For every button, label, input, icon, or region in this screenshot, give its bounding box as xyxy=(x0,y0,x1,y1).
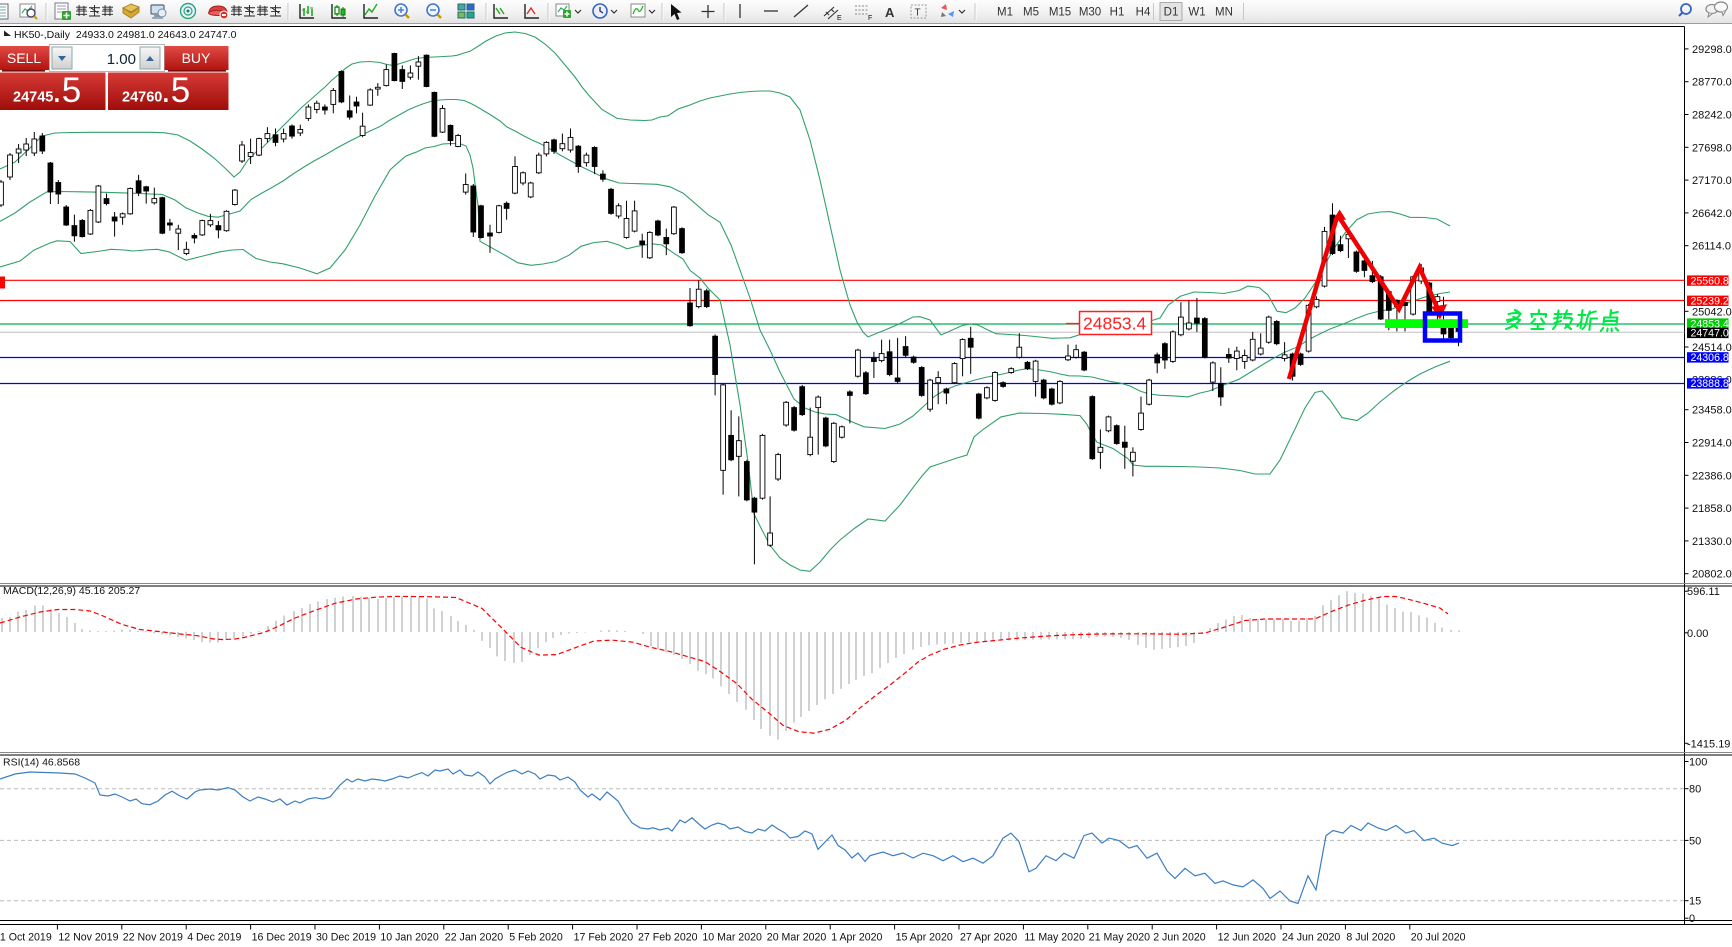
svg-text:BUY: BUY xyxy=(182,50,211,66)
svg-text:80: 80 xyxy=(1689,784,1701,796)
svg-text:28242.0: 28242.0 xyxy=(1692,110,1732,122)
svg-text:16 Dec 2019: 16 Dec 2019 xyxy=(252,932,312,944)
svg-text:24853.4: 24853.4 xyxy=(1691,318,1729,330)
svg-text:17 Feb 2020: 17 Feb 2020 xyxy=(574,932,634,944)
svg-text:F: F xyxy=(868,15,872,22)
svg-text:50: 50 xyxy=(1689,835,1701,847)
svg-text:0: 0 xyxy=(1689,913,1695,925)
svg-text:23458.0: 23458.0 xyxy=(1692,405,1732,417)
svg-text:12 Jun 2020: 12 Jun 2020 xyxy=(1218,932,1276,944)
svg-text:27 Feb 2020: 27 Feb 2020 xyxy=(638,932,698,944)
svg-text:1.00: 1.00 xyxy=(107,51,136,68)
svg-text:20 Jul 2020: 20 Jul 2020 xyxy=(1411,932,1466,944)
svg-text:H4: H4 xyxy=(1136,7,1151,19)
svg-text:W1: W1 xyxy=(1188,7,1205,19)
svg-text:2 Jun 2020: 2 Jun 2020 xyxy=(1153,932,1206,944)
svg-text:25239.2: 25239.2 xyxy=(1691,296,1729,308)
svg-text:SELL: SELL xyxy=(7,50,41,66)
svg-text:22 Jan 2020: 22 Jan 2020 xyxy=(445,932,503,944)
svg-text:29298.0: 29298.0 xyxy=(1692,44,1732,56)
svg-text:28770.0: 28770.0 xyxy=(1692,77,1732,89)
svg-text:24 Jun 2020: 24 Jun 2020 xyxy=(1282,932,1340,944)
svg-text:21858.0: 21858.0 xyxy=(1692,503,1732,515)
svg-text:10 Jan 2020: 10 Jan 2020 xyxy=(380,932,438,944)
svg-text:E: E xyxy=(837,15,842,22)
svg-text:.5: .5 xyxy=(52,71,81,110)
svg-text:596.11: 596.11 xyxy=(1687,586,1720,598)
svg-text:27 Apr 2020: 27 Apr 2020 xyxy=(960,932,1017,944)
svg-text:M15: M15 xyxy=(1049,7,1071,19)
svg-text:24306.8: 24306.8 xyxy=(1691,352,1729,364)
svg-text:H1: H1 xyxy=(1110,7,1125,19)
svg-text:23888.8: 23888.8 xyxy=(1691,378,1729,390)
svg-text:30 Dec 2019: 30 Dec 2019 xyxy=(316,932,376,944)
svg-text:22386.0: 22386.0 xyxy=(1692,470,1732,482)
svg-text:A: A xyxy=(885,5,895,20)
svg-text:MACD(12,26,9) 45.16 205.27: MACD(12,26,9) 45.16 205.27 xyxy=(3,585,140,597)
svg-text:8 Jul 2020: 8 Jul 2020 xyxy=(1346,932,1395,944)
svg-text:15: 15 xyxy=(1689,896,1701,908)
svg-text:RSI(14) 46.8568: RSI(14) 46.8568 xyxy=(3,757,80,769)
svg-text:25042.0: 25042.0 xyxy=(1692,306,1732,318)
svg-text:27170.0: 27170.0 xyxy=(1692,175,1732,187)
svg-text:27698.0: 27698.0 xyxy=(1692,142,1732,154)
svg-text:24853.4: 24853.4 xyxy=(1083,314,1147,334)
svg-text:20 Mar 2020: 20 Mar 2020 xyxy=(767,932,827,944)
svg-text:HK50-,Daily 24933.0 24981.0 2: HK50-,Daily 24933.0 24981.0 24643.0 2474… xyxy=(14,29,237,41)
svg-text:24745: 24745 xyxy=(13,90,53,106)
svg-text:22914.0: 22914.0 xyxy=(1692,438,1732,450)
svg-text:T: T xyxy=(915,8,921,19)
svg-text:0.00: 0.00 xyxy=(1687,628,1708,640)
svg-text:.5: .5 xyxy=(161,71,190,110)
svg-text:24747.0: 24747.0 xyxy=(1691,328,1729,340)
svg-text:D1: D1 xyxy=(1164,7,1179,19)
svg-text:4 Dec 2019: 4 Dec 2019 xyxy=(187,932,241,944)
svg-text:10 Mar 2020: 10 Mar 2020 xyxy=(702,932,762,944)
svg-text:M5: M5 xyxy=(1023,7,1039,19)
svg-text:M1: M1 xyxy=(997,7,1013,19)
svg-text:25560.8: 25560.8 xyxy=(1691,275,1729,287)
svg-text:5 Feb 2020: 5 Feb 2020 xyxy=(509,932,563,944)
svg-text:-1415.19: -1415.19 xyxy=(1687,738,1730,750)
svg-text:24514.0: 24514.0 xyxy=(1692,342,1732,354)
svg-text:21 May 2020: 21 May 2020 xyxy=(1089,932,1150,944)
svg-text:11 May 2020: 11 May 2020 xyxy=(1024,932,1085,944)
svg-text:20802.0: 20802.0 xyxy=(1692,569,1732,581)
svg-text:21330.0: 21330.0 xyxy=(1692,536,1732,548)
svg-text:1 Apr 2020: 1 Apr 2020 xyxy=(831,932,882,944)
svg-text:24760: 24760 xyxy=(122,90,162,106)
svg-text:22 Nov 2019: 22 Nov 2019 xyxy=(123,932,183,944)
svg-text:15 Apr 2020: 15 Apr 2020 xyxy=(896,932,953,944)
svg-text:31 Oct 2019: 31 Oct 2019 xyxy=(0,932,52,944)
svg-text:MN: MN xyxy=(1215,7,1233,19)
svg-text:26114.0: 26114.0 xyxy=(1692,241,1731,253)
svg-text:12 Nov 2019: 12 Nov 2019 xyxy=(58,932,118,944)
svg-text:26642.0: 26642.0 xyxy=(1692,208,1732,220)
svg-text:100: 100 xyxy=(1689,757,1707,769)
svg-text:M30: M30 xyxy=(1079,7,1101,19)
